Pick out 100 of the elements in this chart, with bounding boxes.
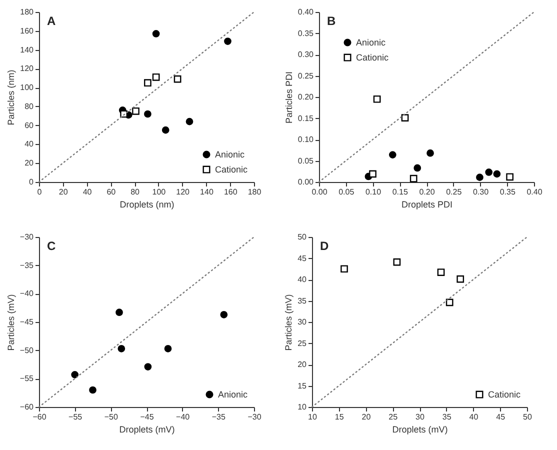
y-tick-label: 0.05 <box>298 156 314 166</box>
chart-title: B <box>327 14 336 28</box>
point <box>476 174 484 181</box>
point <box>414 164 422 172</box>
point <box>493 170 501 178</box>
x-tick-label: 50 <box>523 412 532 422</box>
y-tick-label: 180 <box>20 8 34 16</box>
y-tick-label: −35 <box>20 260 34 270</box>
x-tick-label: 30 <box>416 412 425 422</box>
y-tick-label: 35 <box>298 296 308 306</box>
y-axis-title: Particles (nm) <box>6 70 16 126</box>
x-tick-label: 0.00 <box>312 188 328 196</box>
y-tick-label: 100 <box>20 83 34 92</box>
x-tick-label: 0.15 <box>392 188 408 196</box>
legend-label: Cationic <box>215 164 248 174</box>
y-axis-title: Particles (mV) <box>284 294 294 351</box>
y-tick-label: 40 <box>24 140 34 149</box>
point <box>144 363 152 370</box>
x-tick-label: 100 <box>152 188 166 196</box>
legend-label: Cationic <box>356 52 390 62</box>
point <box>71 371 79 378</box>
point <box>373 95 381 103</box>
x-tick-label: 20 <box>362 412 372 422</box>
x-tick-label: 45 <box>496 412 506 422</box>
y-tick-label: −55 <box>20 374 34 384</box>
y-tick-label: 50 <box>298 232 308 242</box>
x-tick-label: 40 <box>82 188 92 196</box>
x-tick-label: 20 <box>58 188 68 196</box>
point <box>144 79 152 87</box>
point <box>164 344 172 352</box>
x-tick-label: 0.05 <box>338 188 355 196</box>
point <box>132 107 140 115</box>
y-tick-label: 0.10 <box>298 135 314 144</box>
point <box>388 151 396 158</box>
point <box>118 344 126 352</box>
y-tick-label: 10 <box>298 402 308 412</box>
x-axis-title: Droplets (nm) <box>120 200 174 210</box>
x-axis-title: Droplets (mV) <box>392 424 448 434</box>
chart-title: D <box>320 239 329 253</box>
point <box>152 30 160 38</box>
legend-label: Anionic <box>215 150 246 160</box>
x-tick-label: −55 <box>68 412 83 422</box>
x-tick-label: −35 <box>212 412 226 422</box>
x-tick-label: 0.40 <box>526 188 543 196</box>
y-tick-label: 120 <box>20 64 34 74</box>
x-tick-label: 15 <box>334 412 344 422</box>
x-axis-title: Droplets (mV) <box>119 424 175 434</box>
point <box>152 73 160 81</box>
point <box>174 75 182 83</box>
x-tick-label: −30 <box>248 412 262 422</box>
x-tick-label: −40 <box>176 412 190 422</box>
x-tick-label: 180 <box>248 188 262 196</box>
x-tick-label: 35 <box>442 412 452 422</box>
x-tick-label: 60 <box>106 188 116 196</box>
point <box>162 126 170 134</box>
point <box>89 386 96 394</box>
x-tick-label: −60 <box>32 412 47 422</box>
point <box>369 170 376 178</box>
x-tick-label: 25 <box>388 412 398 422</box>
y-axis-title: Particles PDI <box>284 71 294 124</box>
y-tick-label: −30 <box>20 232 34 242</box>
x-tick-label: −45 <box>140 412 154 422</box>
y-tick-label: 0 <box>29 178 34 186</box>
y-tick-label: 25 <box>298 338 308 348</box>
point <box>426 149 434 157</box>
point <box>410 174 418 182</box>
y-tick-label: 0.35 <box>298 28 314 38</box>
x-tick-label: 0.35 <box>500 188 516 196</box>
x-tick-label: 80 <box>130 188 140 196</box>
y-tick-label: 140 <box>20 45 34 54</box>
legend-label: Anionic <box>356 38 386 48</box>
point <box>393 258 401 266</box>
y-tick-label: 40 <box>298 275 308 284</box>
point <box>401 114 409 122</box>
y-tick-label: 0.25 <box>298 71 314 80</box>
point <box>446 298 454 306</box>
point <box>224 38 232 45</box>
point <box>485 168 493 176</box>
x-tick-label: 0.25 <box>446 188 462 196</box>
point <box>220 310 228 318</box>
y-tick-label: 0.30 <box>298 50 314 59</box>
x-tick-label: 140 <box>200 188 214 196</box>
y-tick-label: 20 <box>24 158 34 168</box>
x-tick-label: 0.30 <box>472 188 490 196</box>
x-tick-label: 0 <box>37 188 42 196</box>
x-tick-label: 120 <box>176 188 190 196</box>
legend-label: Anionic <box>218 390 248 400</box>
point <box>116 308 123 316</box>
y-tick-label: 20 <box>298 360 308 369</box>
y-tick-label: 0.15 <box>298 114 314 123</box>
x-tick-label: 40 <box>469 412 479 422</box>
x-tick-label: 0.20 <box>419 188 436 196</box>
x-tick-label: 0.10 <box>365 188 382 196</box>
legend-label: Cationic <box>488 390 522 400</box>
y-tick-label: 45 <box>298 254 308 263</box>
point <box>340 265 348 273</box>
y-tick-label: 0.20 <box>298 92 314 102</box>
y-tick-label: 15 <box>298 381 308 390</box>
y-tick-label: 160 <box>20 26 34 36</box>
point <box>456 275 464 283</box>
